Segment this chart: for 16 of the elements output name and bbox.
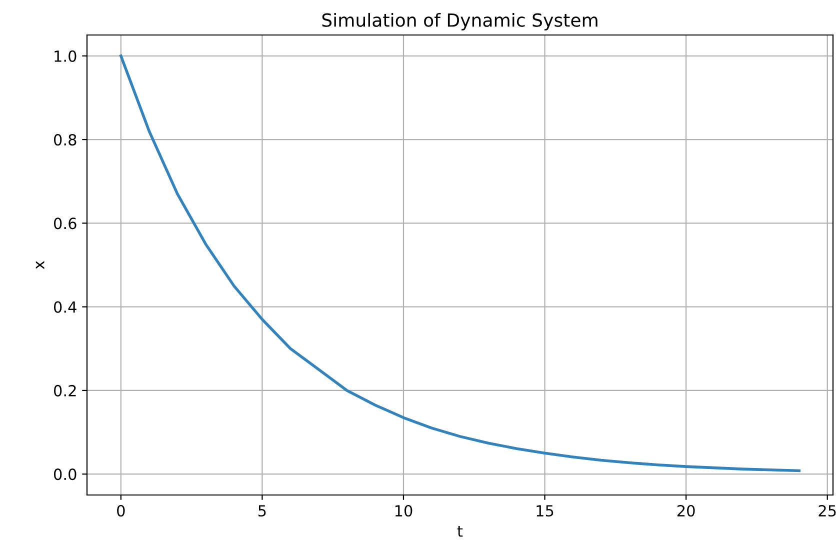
x-tick-label: 15 <box>536 505 554 517</box>
y-tick-label: 0.4 <box>54 301 76 313</box>
chart-title: Simulation of Dynamic System <box>322 12 598 30</box>
x-tick-label: 5 <box>258 505 266 517</box>
x-tick-label: 25 <box>818 504 836 517</box>
x-tick-label: 10 <box>395 504 412 517</box>
y-tick-label: 0.8 <box>54 134 76 146</box>
y-tick-label: 0.6 <box>54 218 76 230</box>
x-axis-title: t <box>457 526 463 537</box>
line-series <box>120 54 800 472</box>
y-tick-label: 0.2 <box>54 384 76 396</box>
y-tick-label: 1.0 <box>54 50 76 62</box>
y-axis-title: x <box>36 260 44 270</box>
y-tick-label: 0.0 <box>54 468 76 480</box>
x-tick-label: 20 <box>677 504 695 517</box>
x-tick-label: 0 <box>117 504 125 517</box>
